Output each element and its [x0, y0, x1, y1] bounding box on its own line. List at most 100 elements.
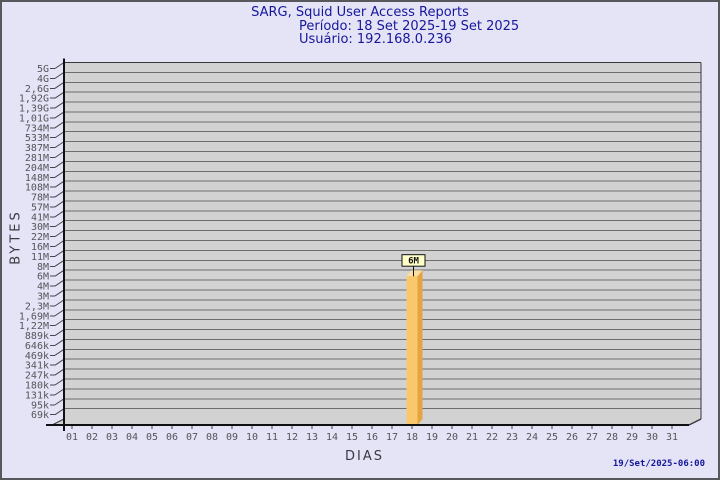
day-label: 21 — [466, 432, 478, 443]
bar-top-face — [406, 270, 423, 277]
y-tick-label: 69k — [31, 410, 49, 421]
day-label: 18 — [406, 432, 418, 443]
y-wall-diagonal — [54, 121, 65, 129]
floor-right-diagonal — [688, 418, 702, 426]
day-label: 11 — [266, 432, 278, 443]
day-label: 02 — [86, 432, 98, 443]
y-tick-label: 78M — [31, 193, 49, 204]
day-label: 17 — [386, 432, 398, 443]
y-wall-diagonal — [54, 71, 65, 79]
plot-area — [52, 62, 701, 425]
y-tick-label: 57M — [31, 202, 49, 213]
y-wall-diagonal — [54, 259, 65, 267]
y-tick-label: 1,92G — [19, 94, 49, 105]
y-wall-diagonal — [54, 408, 65, 416]
y-tick-label: 148M — [25, 173, 49, 184]
y-wall-diagonal — [54, 230, 65, 238]
y-wall-diagonal — [54, 210, 65, 218]
day-label: 03 — [106, 432, 118, 443]
y-wall-diagonal — [54, 220, 65, 228]
y-tick-label: 1,01G — [19, 113, 49, 124]
y-tick-label: 1,69M — [19, 311, 49, 322]
y-tick-label: 108M — [25, 183, 49, 194]
y-wall-diagonal — [54, 388, 65, 396]
y-wall-diagonal — [54, 378, 65, 386]
y-wall-diagonal — [54, 309, 65, 317]
y-wall-diagonal — [54, 339, 65, 346]
y-wall-diagonal — [54, 329, 65, 336]
y-tick-label: 533M — [25, 133, 49, 144]
y-tick-label: 22M — [31, 232, 49, 243]
y-wall-diagonal — [54, 279, 65, 287]
y-tick-label: 204M — [25, 163, 49, 174]
y-tick-label: 6M — [37, 272, 49, 283]
y-tick-label: 3M — [37, 291, 49, 302]
day-label: 20 — [446, 432, 458, 443]
y-tick-label: 281M — [25, 153, 49, 164]
day-label: 06 — [166, 432, 178, 443]
y-tick-label: 1,39G — [19, 104, 49, 115]
y-tick-label: 131k — [25, 390, 49, 401]
y-wall-diagonal — [54, 240, 65, 247]
y-tick-label: 41M — [31, 212, 49, 223]
y-wall-diagonal — [54, 81, 65, 89]
y-tick-label: 4G — [37, 74, 49, 85]
day-label: 01 — [66, 432, 78, 443]
value-flag-label: 6M — [408, 256, 419, 266]
day-label: 10 — [246, 432, 258, 443]
y-tick-label: 4M — [37, 282, 49, 293]
day-label: 04 — [126, 432, 138, 443]
x-axis-title: DIAS — [345, 449, 384, 464]
day-label: 27 — [586, 432, 598, 443]
day-label: 22 — [486, 432, 498, 443]
day-label: 19 — [426, 432, 438, 443]
y-wall-diagonal — [54, 398, 65, 406]
y-wall-diagonal — [54, 249, 65, 257]
y-tick-label: 95k — [31, 400, 49, 411]
y-tick-label: 247k — [25, 371, 49, 382]
y-wall-diagonal — [54, 348, 65, 356]
bar-side-face — [417, 270, 423, 425]
y-axis-title: BYTES — [8, 209, 24, 265]
day-label: 26 — [566, 432, 578, 443]
day-label: 16 — [366, 432, 378, 443]
report-period: Período: 18 Set 2025-19 Set 2025 — [299, 18, 520, 34]
y-wall-diagonal — [54, 190, 65, 198]
day-label: 05 — [146, 432, 158, 443]
y-tick-label: 16M — [31, 242, 49, 253]
day-label: 14 — [326, 432, 338, 443]
y-wall-diagonal — [54, 62, 65, 69]
y-tick-label: 8M — [37, 262, 49, 273]
day-label: 09 — [226, 432, 238, 443]
y-wall-diagonal — [54, 269, 65, 277]
y-wall-diagonal — [54, 319, 65, 327]
y-tick-label: 1,22M — [19, 321, 49, 332]
report-header: SARG, Squid User Access Reports Período:… — [2, 6, 718, 47]
y-tick-label: 889k — [25, 331, 49, 342]
day-label: 07 — [186, 432, 198, 443]
y-wall-diagonal — [54, 111, 65, 119]
bar-day-18 — [406, 276, 418, 425]
day-label: 15 — [346, 432, 358, 443]
day-label: 23 — [506, 432, 518, 443]
y-wall-diagonal — [54, 131, 65, 139]
y-wall-diagonal — [54, 141, 65, 149]
y-wall-diagonal — [54, 289, 65, 297]
y-tick-label: 734M — [25, 123, 49, 134]
y-wall-diagonal — [54, 170, 65, 178]
y-wall-diagonal — [54, 151, 65, 158]
y-wall-diagonal — [54, 91, 65, 99]
day-label: 28 — [606, 432, 618, 443]
day-label: 30 — [646, 432, 658, 443]
day-label: 13 — [306, 432, 318, 443]
y-wall-diagonal — [54, 299, 65, 307]
day-label: 31 — [666, 432, 678, 443]
day-label: 25 — [546, 432, 558, 443]
y-tick-label: 387M — [25, 143, 49, 154]
y-wall-diagonal — [54, 160, 65, 168]
report-title: SARG, Squid User Access Reports — [251, 5, 469, 20]
day-label: 12 — [286, 432, 298, 443]
y-tick-label: 180k — [25, 380, 49, 391]
